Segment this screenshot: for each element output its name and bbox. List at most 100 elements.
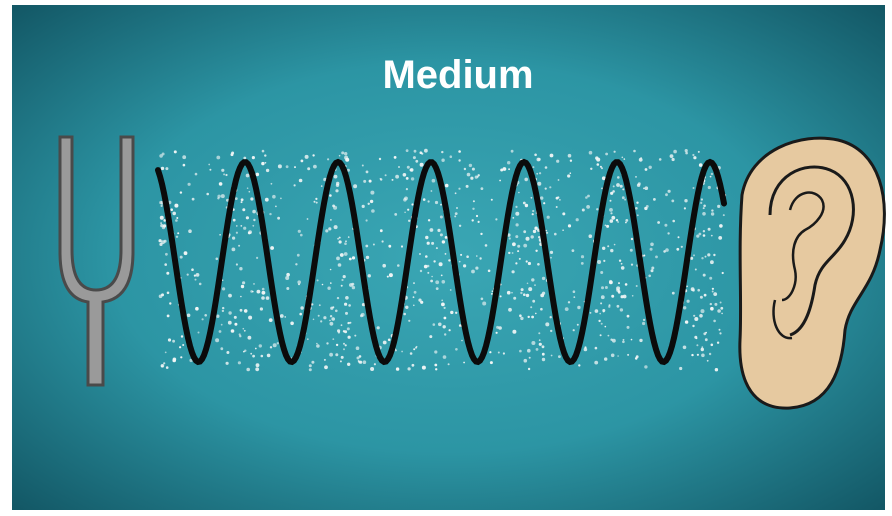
particle [176, 217, 178, 219]
particle [534, 227, 537, 230]
particle [667, 232, 669, 234]
particle [421, 153, 423, 155]
particle [370, 191, 374, 195]
particle [159, 295, 163, 299]
illustration: Medium [0, 0, 892, 516]
particle [219, 330, 222, 333]
particle [307, 338, 309, 340]
particle [517, 250, 519, 252]
particle [325, 229, 328, 232]
particle [352, 286, 355, 289]
particle [344, 242, 347, 245]
particle [343, 343, 345, 345]
particle [701, 346, 703, 348]
particle [167, 315, 170, 318]
particle [601, 323, 603, 325]
particle [601, 167, 603, 169]
particle [444, 333, 446, 335]
particle [550, 251, 553, 254]
particle [703, 205, 706, 208]
particle [410, 352, 413, 355]
particle [383, 341, 387, 345]
particle [366, 171, 369, 174]
particle [557, 196, 559, 198]
particle [595, 156, 598, 159]
particle [406, 149, 409, 152]
particle [648, 275, 651, 278]
particle [713, 320, 716, 323]
particle [255, 367, 259, 371]
particle [717, 205, 720, 208]
particle [262, 150, 265, 153]
particle [692, 154, 694, 156]
particle [471, 270, 475, 274]
particle [168, 338, 171, 341]
particle [161, 205, 163, 207]
particle [431, 190, 433, 192]
particle [679, 367, 682, 370]
particle [433, 323, 436, 326]
particle [693, 156, 696, 159]
particle [568, 301, 570, 303]
particle [315, 198, 317, 200]
particle [309, 364, 312, 367]
particle [277, 217, 280, 220]
particle [650, 248, 653, 251]
particle [590, 312, 592, 314]
particle [458, 159, 460, 161]
particle [531, 197, 533, 199]
particle [459, 324, 462, 327]
particle [651, 269, 654, 272]
particle [249, 191, 251, 193]
particle [528, 316, 530, 318]
particle [330, 315, 332, 317]
particle [311, 361, 314, 364]
particle [316, 202, 318, 204]
particle [401, 351, 403, 353]
particle [427, 242, 430, 245]
particle [527, 349, 531, 353]
particle [616, 183, 620, 187]
particle [338, 263, 342, 267]
particle [670, 154, 674, 158]
particle [701, 257, 703, 259]
particle [411, 203, 413, 205]
particle [165, 167, 168, 170]
particle [439, 262, 443, 266]
particle [627, 354, 629, 356]
particle [373, 244, 375, 246]
particle [428, 200, 430, 202]
particle [330, 322, 334, 326]
particle [627, 326, 630, 329]
particle [671, 200, 674, 203]
particle [620, 185, 623, 188]
particle [701, 348, 704, 351]
particle [163, 362, 165, 364]
particle [260, 307, 263, 310]
particle [440, 233, 443, 236]
particle [408, 220, 410, 222]
particle [611, 354, 615, 358]
particle [511, 150, 514, 153]
particle [703, 234, 706, 237]
particle [610, 249, 613, 252]
particle [216, 315, 219, 318]
particle [170, 208, 173, 211]
particle [609, 281, 613, 285]
particle [321, 185, 323, 187]
particle [343, 275, 346, 278]
particle [623, 339, 625, 341]
particle [713, 254, 715, 256]
particle [216, 156, 220, 160]
particle [665, 248, 669, 252]
particle [161, 167, 164, 170]
particle [180, 191, 182, 193]
particle [353, 184, 357, 188]
particle [242, 208, 245, 211]
particle [473, 200, 475, 202]
particle [403, 173, 407, 177]
particle [692, 325, 694, 327]
particle [182, 155, 186, 159]
particle [710, 303, 712, 305]
particle [382, 240, 384, 242]
